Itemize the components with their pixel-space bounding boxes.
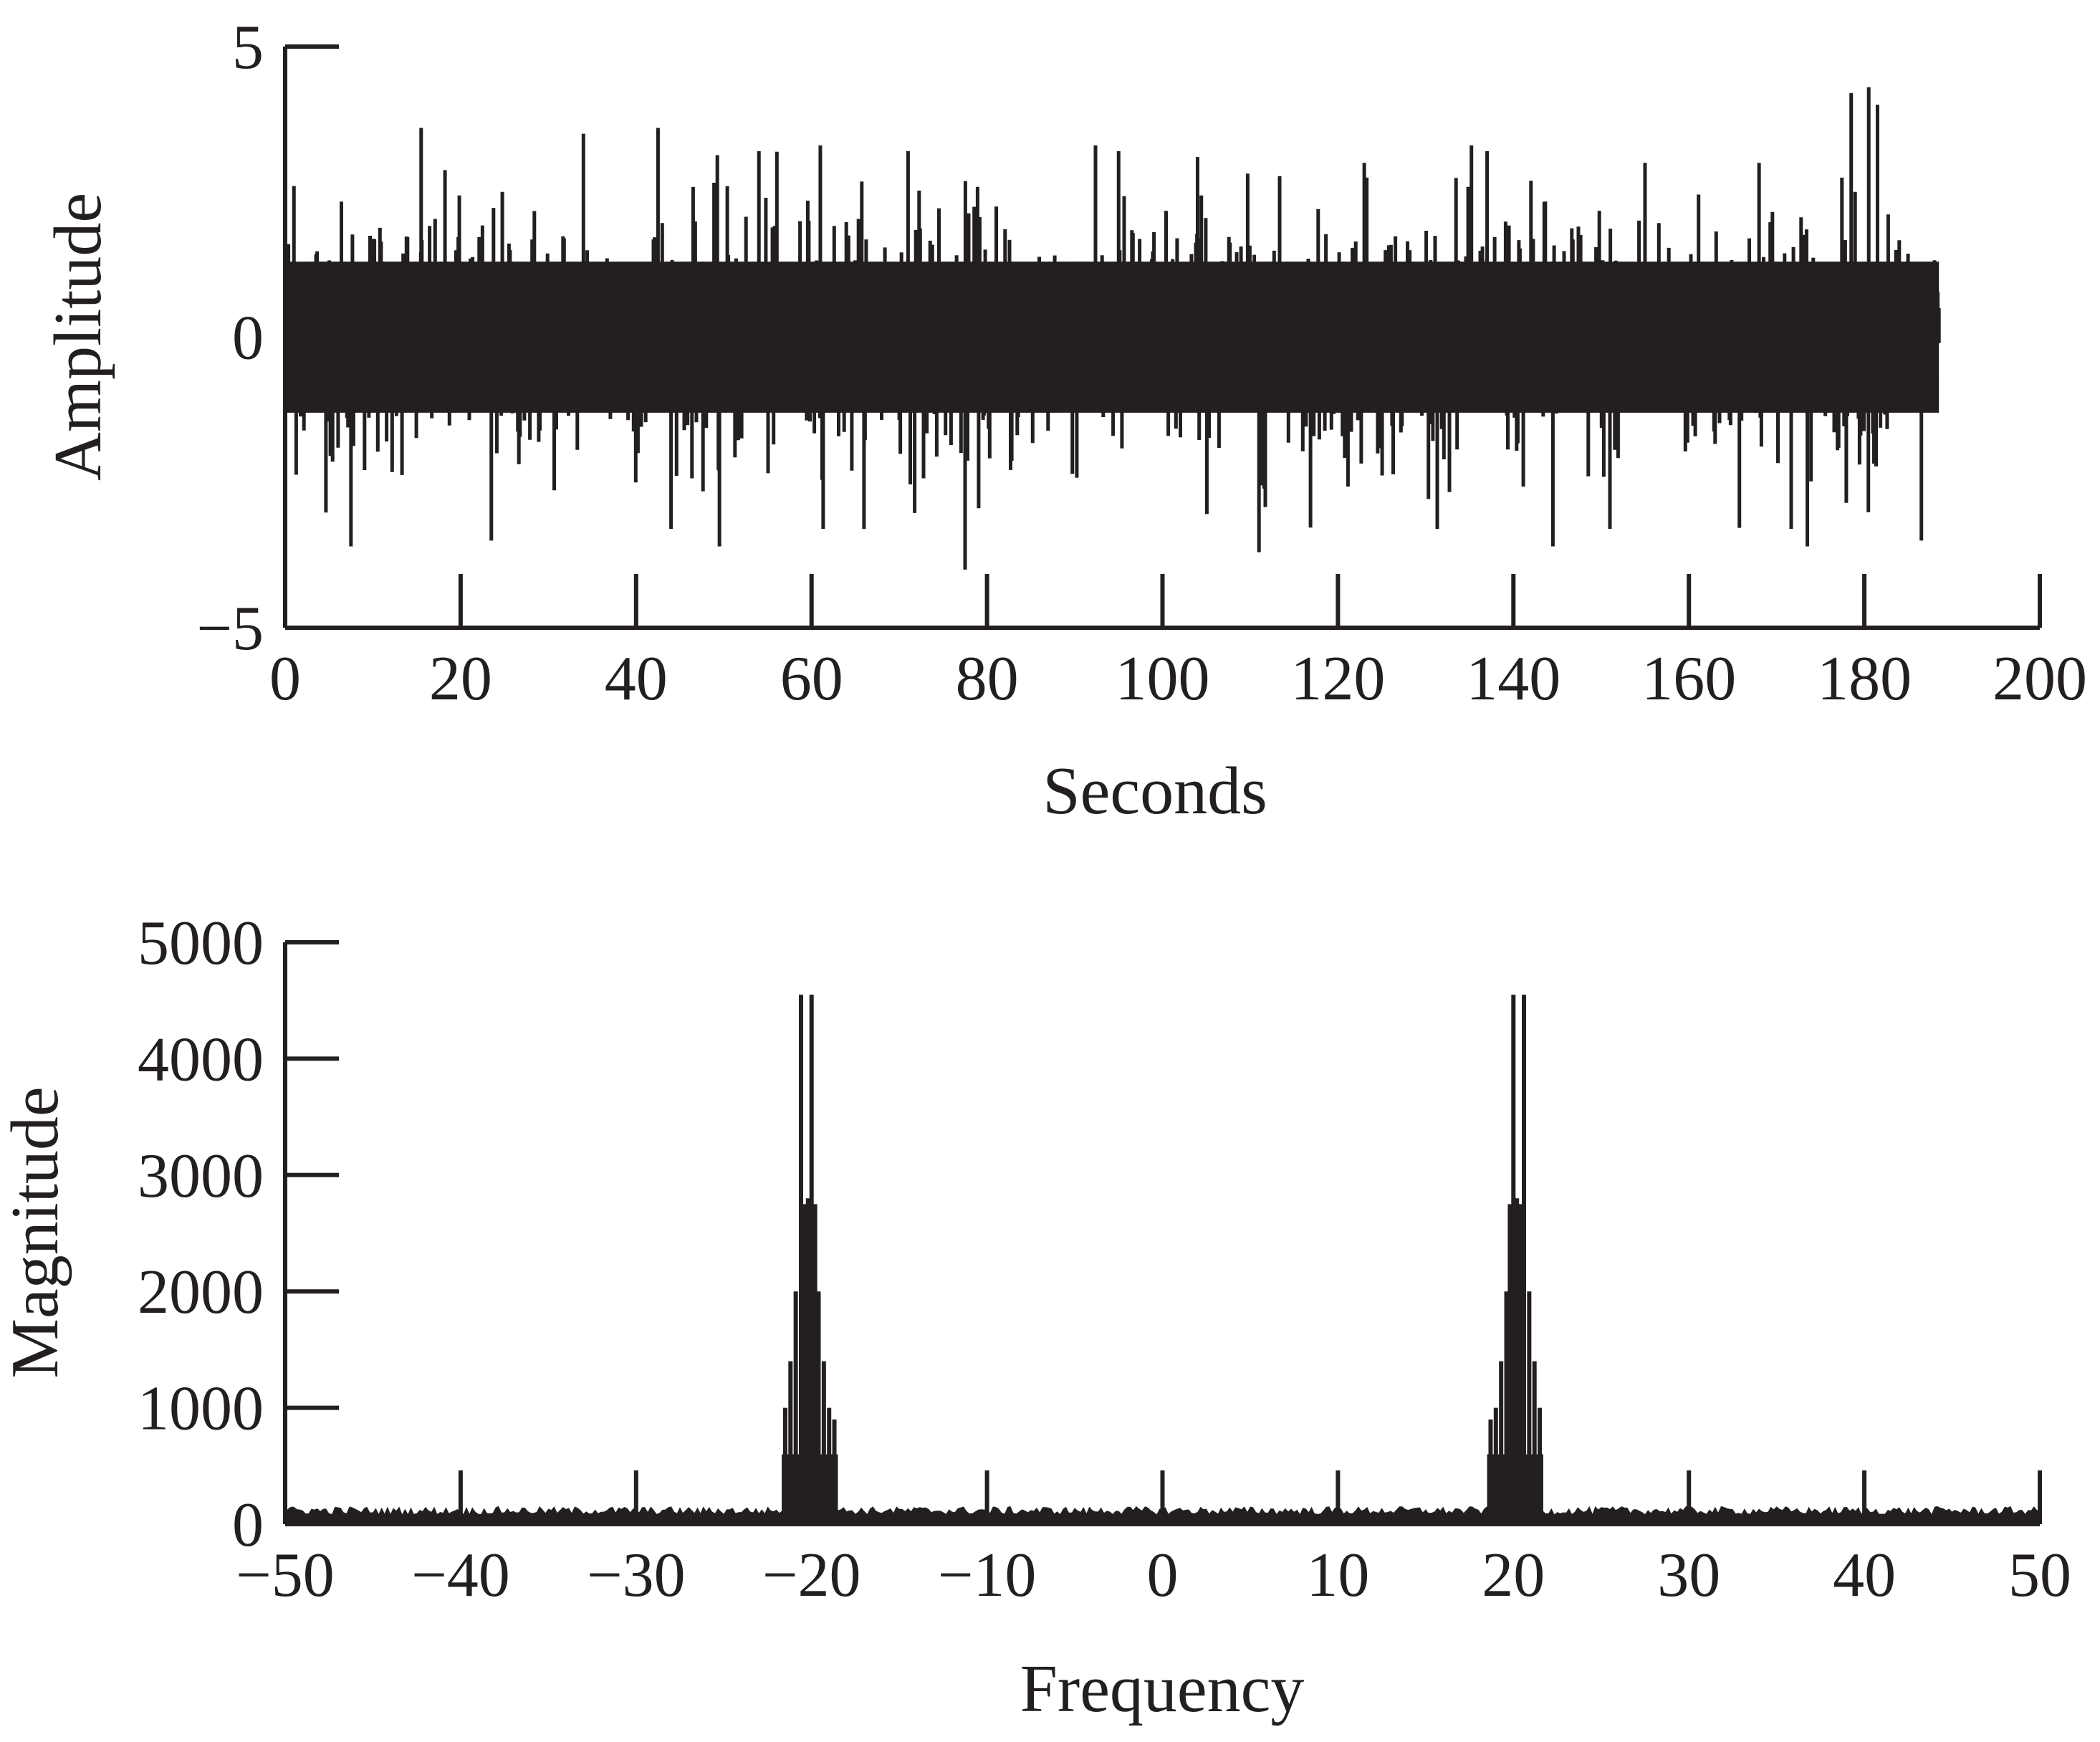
magnitude-y-tick-label: 5000 bbox=[138, 909, 264, 978]
magnitude-y-tick-label: 1000 bbox=[138, 1374, 264, 1444]
magnitude-x-tick-label: 10 bbox=[1306, 1541, 1369, 1610]
amplitude-y-ticks: −5 0 5 bbox=[196, 13, 339, 664]
amplitude-x-tick-label: 80 bbox=[956, 644, 1019, 714]
amplitude-x-tick-label: 60 bbox=[780, 644, 843, 714]
magnitude-x-tick-label: −30 bbox=[587, 1541, 686, 1610]
magnitude-x-tick-label: 30 bbox=[1657, 1541, 1720, 1610]
amplitude-y-tick-label: 5 bbox=[232, 13, 264, 82]
amplitude-signal bbox=[283, 145, 1941, 530]
amplitude-x-ticks: 0 20 40 60 80 100 120 140 160 180 200 bbox=[269, 574, 2087, 714]
amplitude-y-tick-label: −5 bbox=[196, 594, 264, 664]
magnitude-x-tick-label: 0 bbox=[1147, 1541, 1179, 1610]
amplitude-y-tick-label: 0 bbox=[232, 304, 264, 373]
amplitude-x-tick-label: 120 bbox=[1290, 644, 1385, 714]
amplitude-chart: 0 20 40 60 80 100 120 140 160 180 200 −505 Seconds… bbox=[41, 13, 2087, 828]
magnitude-peaks bbox=[782, 995, 1543, 1524]
amplitude-x-tick-label: 20 bbox=[429, 644, 492, 714]
magnitude-x-tick-label: 50 bbox=[2008, 1541, 2071, 1610]
magnitude-y-tick-label: 2000 bbox=[138, 1258, 264, 1327]
amplitude-y-axis-label: Amplitude bbox=[41, 193, 115, 481]
magnitude-x-tick-label: −10 bbox=[938, 1541, 1037, 1610]
magnitude-x-tick-label: 40 bbox=[1833, 1541, 1896, 1610]
magnitude-y-axis-label: Magnitude bbox=[0, 1086, 72, 1378]
magnitude-y-tick-label: 0 bbox=[232, 1490, 264, 1560]
magnitude-x-tick-label: −20 bbox=[762, 1541, 861, 1610]
amplitude-x-tick-label: 160 bbox=[1641, 644, 1736, 714]
magnitude-chart: −50 −40 −30 −20 −10 0 10 20 30 40 50 0 1000 2000 3000… bbox=[0, 909, 2071, 1726]
magnitude-x-tick-label: −50 bbox=[236, 1541, 335, 1610]
amplitude-x-tick-label: 200 bbox=[1993, 644, 2087, 714]
magnitude-y-tick-label: 3000 bbox=[138, 1142, 264, 1211]
amplitude-x-tick-label: 180 bbox=[1817, 644, 1912, 714]
amplitude-x-tick-label: 100 bbox=[1116, 644, 1210, 714]
amplitude-signal-trace bbox=[283, 145, 1941, 530]
amplitude-x-tick-label: 40 bbox=[605, 644, 668, 714]
magnitude-x-tick-label: 20 bbox=[1482, 1541, 1545, 1610]
magnitude-x-ticks: −50 −40 −30 −20 −10 0 10 20 30 40 50 bbox=[236, 1470, 2071, 1610]
amplitude-x-axis-label: Seconds bbox=[1042, 754, 1267, 828]
magnitude-y-ticks: 0 1000 2000 3000 4000 5000 bbox=[138, 909, 339, 1560]
amplitude-x-tick-label: 0 bbox=[269, 644, 301, 714]
magnitude-x-axis-label: Frequency bbox=[1020, 1652, 1305, 1726]
amplitude-x-tick-label: 140 bbox=[1466, 644, 1560, 714]
amplitude-peaks bbox=[292, 87, 1941, 570]
magnitude-y-tick-label: 4000 bbox=[138, 1025, 264, 1094]
magnitude-x-tick-label: −40 bbox=[411, 1541, 510, 1610]
